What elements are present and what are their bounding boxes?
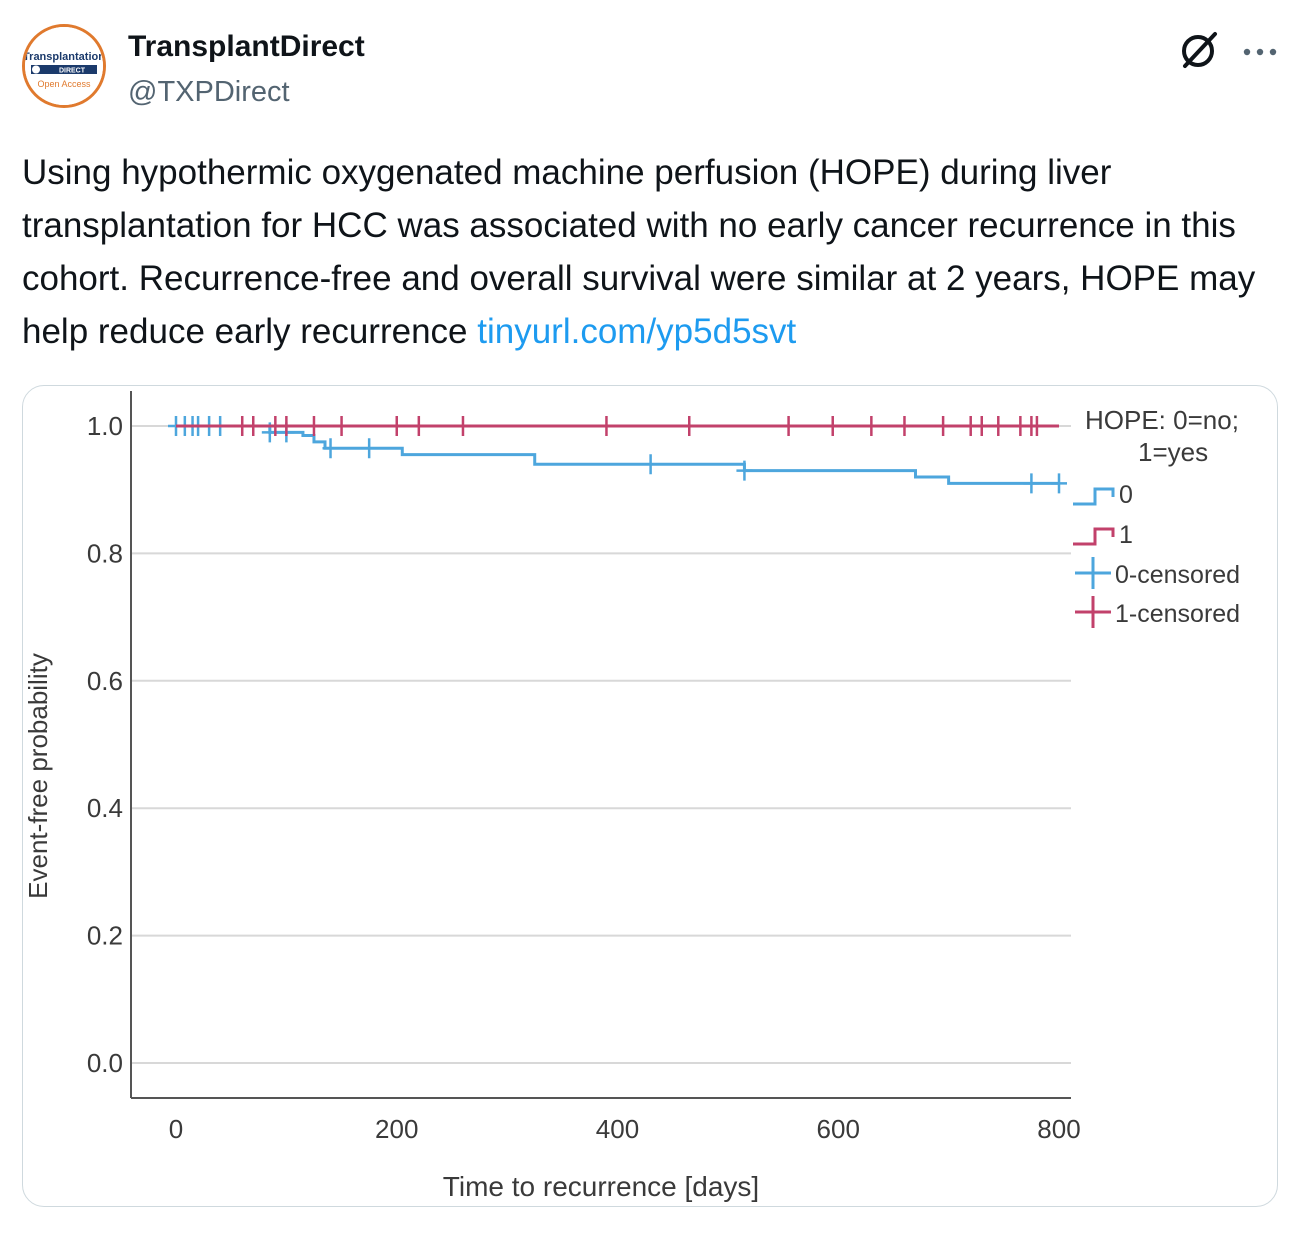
censor-mark-1-9 [598,416,615,436]
legend-swatch-1 [1073,527,1115,546]
censor-mark-0-10 [642,454,659,475]
censor-mark-1-10 [681,416,698,436]
legend-label-2: 0-censored [1115,561,1240,589]
tweet-text: Using hypothermic oxygenated machine per… [22,146,1277,358]
author-name[interactable]: TransplantDirect [128,30,365,63]
y-tick-label-4: 0.8 [87,538,123,568]
km-chart: 0.0 0.2 0.4 0.6 0.8 1.0 0 200 400 600 800 HOPE: 0=… [23,391,1240,1202]
tweet-header: Transplantation DIRECT Open Access Trans… [22,24,1282,114]
censor-mark-1-14 [896,416,913,436]
y-tick-label-2: 0.4 [87,793,123,823]
y-tick-label-0: 0.0 [87,1048,123,1078]
legend-title-line2: 1=yes [1138,437,1208,467]
legend-swatch-3 [1075,596,1111,628]
censor-mark-0-12 [1023,473,1040,494]
censor-mark-0-11 [736,460,753,481]
censor-mark-1-21 [1028,416,1045,436]
x-tick-label-1: 200 [375,1114,418,1144]
x-tick-label-0: 0 [169,1114,183,1144]
y-tick-label-5: 1.0 [87,411,123,441]
legend-label-3: 1-censored [1115,600,1240,628]
avatar[interactable]: Transplantation DIRECT Open Access [22,24,106,108]
avatar-line1: Transplantation [25,51,103,63]
censor-mark-0-13 [1051,473,1067,494]
x-tick-label-3: 600 [817,1114,860,1144]
censor-mark-1-5 [333,416,350,436]
author-handle[interactable]: @TXPDirect [128,76,290,108]
avatar-info-icon [32,65,40,74]
censor-mark-1-12 [824,416,841,436]
more-options-icon[interactable] [1240,30,1280,70]
censor-mark-1-13 [863,416,880,436]
legend-swatch-2 [1075,557,1111,589]
censor-mark-1-18 [990,416,1007,436]
avatar-logo: Transplantation DIRECT Open Access [25,27,103,105]
censor-mark-0-8 [322,438,339,459]
tweet-media[interactable]: 0.0 0.2 0.4 0.6 0.8 1.0 0 200 400 600 800 HOPE: 0=… [22,385,1278,1207]
avatar-banner [31,65,97,74]
censor-mark-1-11 [780,416,797,436]
y-axis-label: Event-free probability [23,653,53,899]
censor-mark-1-8 [454,416,471,436]
censor-mark-1-15 [935,416,952,436]
legend-label-1: 1 [1119,521,1133,549]
censor-mark-1-3 [278,416,295,436]
avatar-line2: DIRECT [59,68,86,75]
censor-mark-0-9 [361,438,378,459]
series-line-0 [176,424,1059,485]
censor-mark-1-17 [973,416,990,436]
grok-icon[interactable] [1177,28,1221,72]
y-tick-label-3: 0.6 [87,666,123,696]
x-tick-label-4: 800 [1037,1114,1080,1144]
tweet-link[interactable]: tinyurl.com/yp5d5svt [477,312,797,351]
censor-mark-1-1 [245,416,262,436]
censor-mark-1-4 [305,416,322,436]
x-tick-label-2: 400 [596,1114,639,1144]
y-tick-label-1: 0.2 [87,921,123,951]
tweet-body: Using hypothermic oxygenated machine per… [22,153,1256,351]
x-axis-label: Time to recurrence [days] [443,1171,759,1202]
censor-mark-1-6 [388,416,405,436]
avatar-line3: Open Access [37,79,91,89]
legend-swatch-0 [1073,487,1115,506]
legend-title-line1: HOPE: 0=no; [1085,405,1239,435]
censor-mark-1-7 [410,416,427,436]
legend-label-0: 0 [1119,481,1133,509]
